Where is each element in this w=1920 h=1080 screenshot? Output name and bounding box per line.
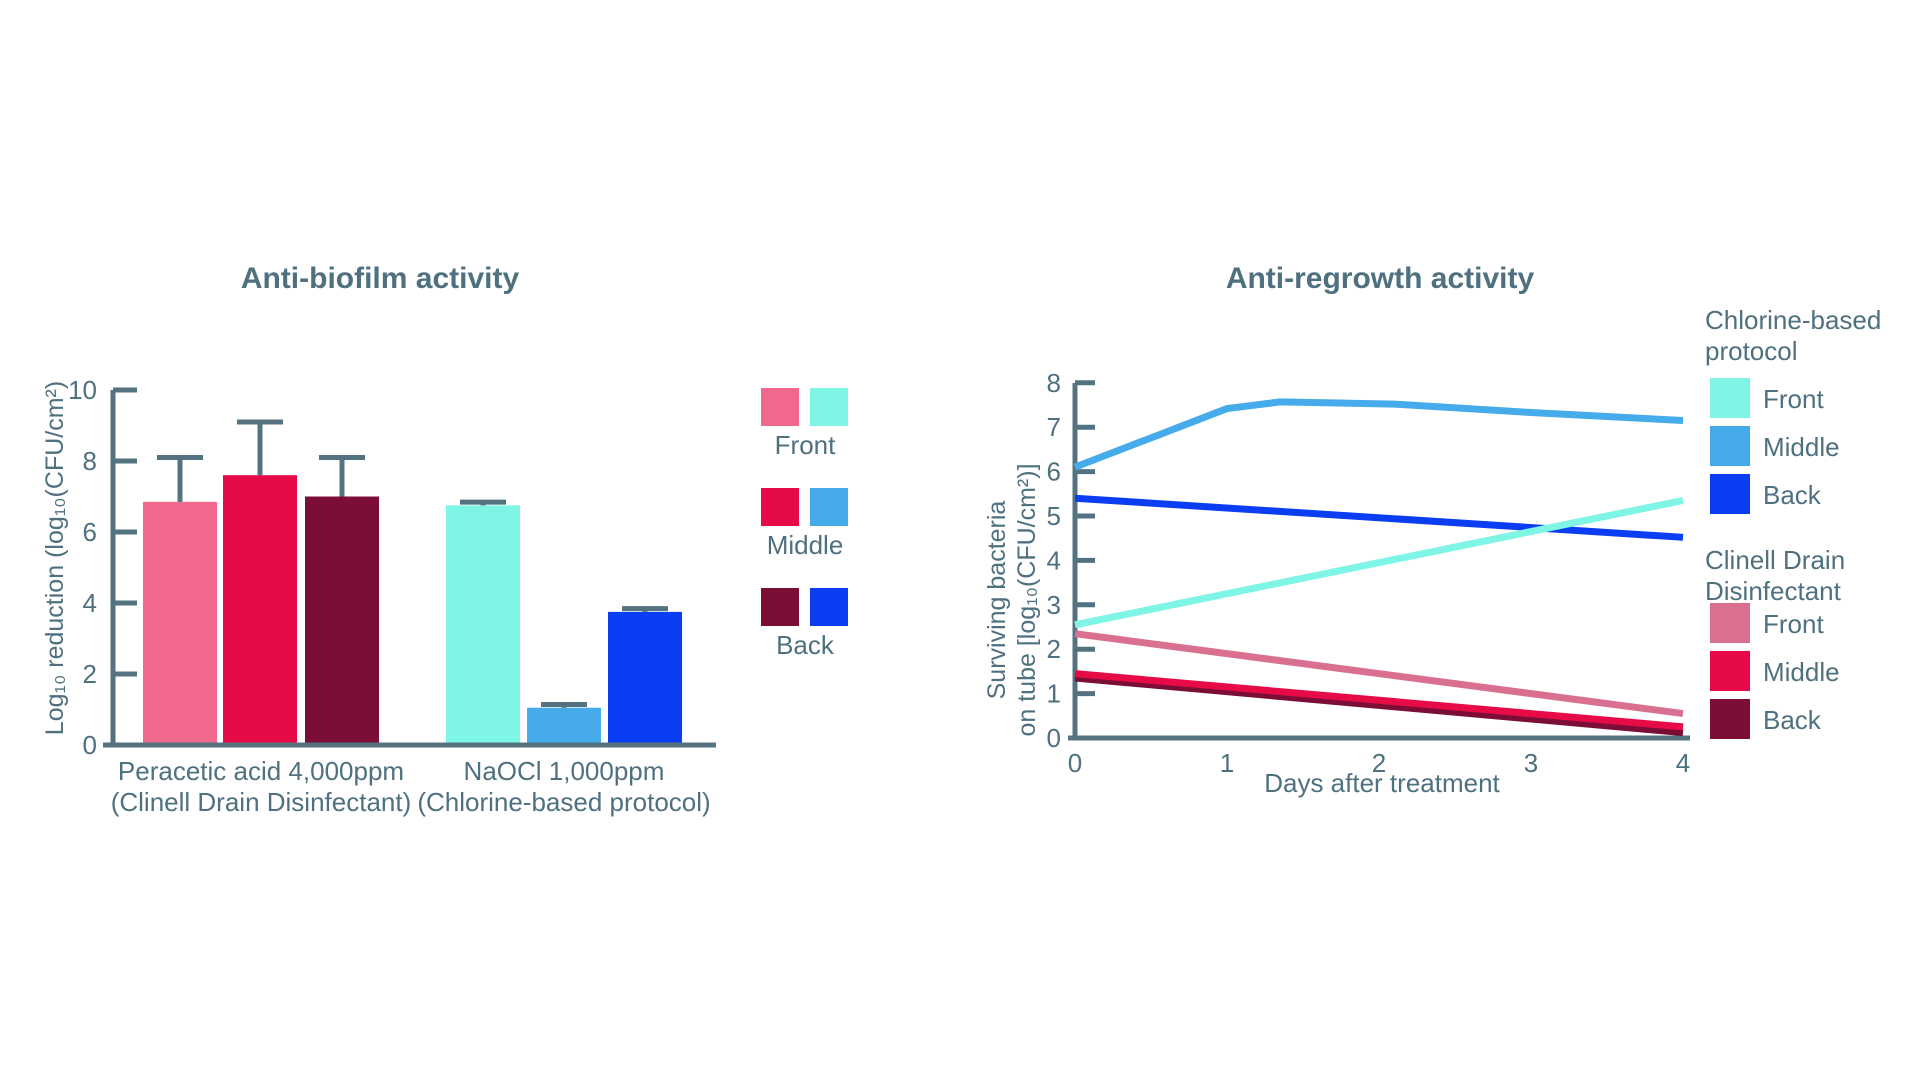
y-tick-label: 7	[1047, 412, 1061, 442]
bar-chart-title: Anti-biofilm activity	[240, 262, 520, 295]
chlorine-middle-label: Middle	[1763, 432, 1840, 462]
front-peracetic-swatch	[761, 388, 799, 426]
chlorine-front-swatch	[1710, 378, 1750, 418]
legend-item-chlorine-front: Front	[1705, 378, 1920, 418]
bar-back-group2	[608, 611, 682, 745]
category-label: (Clinell Drain Disinfectant)	[111, 787, 412, 817]
line-chart-legend: Chlorine-based protocol Front Middle Bac…	[1705, 305, 1920, 755]
legend-item-clinell-front: Front	[1705, 603, 1920, 643]
bar-middle-group1	[223, 475, 297, 745]
series-line-chlorine-based-protocol-middle	[1073, 398, 1684, 471]
clinell-front-swatch	[1710, 603, 1750, 643]
line-chart-svg: 0 1 2 3 4 5 6 7 8 0 1 2 3 4	[1047, 368, 1691, 778]
y-tick-label: 0	[1047, 723, 1061, 753]
legend-item-chlorine-back: Back	[1705, 474, 1920, 514]
bar-chart-legend: Front Middle Back	[761, 388, 849, 688]
legend-item-chlorine-middle: Middle	[1705, 426, 1920, 466]
legend-title-clinell: Clinell Drain Disinfectant	[1705, 545, 1845, 607]
y-tick-label: 6	[1047, 457, 1061, 487]
clinell-middle-label: Middle	[1763, 657, 1840, 687]
x-tick-label: 0	[1068, 748, 1082, 778]
legend-title-chlorine-line2: protocol	[1705, 336, 1798, 366]
bar-chart-svg: 0 2 4 6 8 10 Peracetic acid 4,000ppm(Clinell D…	[68, 375, 716, 817]
legend-item-clinell-back: Back	[1705, 699, 1920, 739]
clinell-front-label: Front	[1763, 609, 1824, 639]
chlorine-middle-swatch	[1710, 426, 1750, 466]
legend-label-back: Back	[776, 630, 834, 660]
y-tick-label: 1	[1047, 679, 1061, 709]
chlorine-front-label: Front	[1763, 384, 1824, 414]
y-tick-label: 2	[1047, 634, 1061, 664]
legend-title-clinell-line2: Disinfectant	[1705, 576, 1841, 606]
clinell-back-label: Back	[1763, 705, 1821, 735]
y-tick-label: 0	[83, 730, 97, 760]
bar-front-group2	[446, 505, 520, 745]
back-naocl-swatch	[810, 588, 848, 626]
category-label: (Chlorine-based protocol)	[417, 787, 710, 817]
category-label: NaOCl 1,000ppm	[464, 756, 665, 786]
x-tick-label: 4	[1676, 748, 1690, 778]
legend-title-chlorine-line1: Chlorine-based	[1705, 305, 1882, 335]
middle-naocl-swatch	[810, 488, 848, 526]
y-tick-label: 4	[1047, 545, 1061, 575]
clinell-back-swatch	[1710, 699, 1750, 739]
legend-item-clinell-middle: Middle	[1705, 651, 1920, 691]
legend-label-front: Front	[774, 430, 836, 460]
y-tick-label: 5	[1047, 501, 1061, 531]
back-peracetic-swatch	[761, 588, 799, 626]
bar-front-group1	[143, 501, 217, 745]
legend-title-chlorine: Chlorine-based protocol	[1705, 305, 1881, 367]
bar-middle-group2	[527, 707, 601, 745]
x-tick-label: 3	[1524, 748, 1538, 778]
x-tick-label: 1	[1220, 748, 1234, 778]
y-tick-label: 8	[1047, 368, 1061, 398]
chlorine-back-label: Back	[1763, 480, 1821, 510]
chlorine-back-swatch	[1710, 474, 1750, 514]
category-label: Peracetic acid 4,000ppm	[118, 756, 404, 786]
y-tick-label: 3	[1047, 590, 1061, 620]
series-line-chlorine-based-protocol-front	[1074, 497, 1684, 629]
legend-title-clinell-line1: Clinell Drain	[1705, 545, 1846, 575]
series-line-clinell-drain-disinfectant-back	[1074, 674, 1684, 737]
bar-back-group1	[305, 496, 379, 745]
y-tick-label: 4	[83, 588, 97, 618]
x-tick-label: 2	[1372, 748, 1386, 778]
series-line-chlorine-based-protocol-back	[1074, 494, 1684, 541]
y-tick-label: 2	[83, 659, 97, 689]
y-tick-label: 10	[68, 375, 97, 405]
front-naocl-swatch	[810, 388, 848, 426]
series-line-clinell-drain-disinfectant-front	[1074, 630, 1684, 718]
y-tick-label: 8	[83, 446, 97, 476]
legend-row-back: Back	[761, 588, 849, 678]
line-chart-title: Anti-regrowth activity	[1225, 262, 1535, 295]
y-tick-label: 6	[83, 517, 97, 547]
legend-row-front: Front	[761, 388, 849, 478]
line-chart-x-axis-label: Days after treatment	[1264, 768, 1500, 798]
legend-row-middle: Middle	[761, 488, 849, 578]
series-line-clinell-drain-disinfectant-middle	[1074, 670, 1684, 731]
middle-peracetic-swatch	[761, 488, 799, 526]
legend-label-middle: Middle	[766, 530, 844, 560]
clinell-middle-swatch	[1710, 651, 1750, 691]
